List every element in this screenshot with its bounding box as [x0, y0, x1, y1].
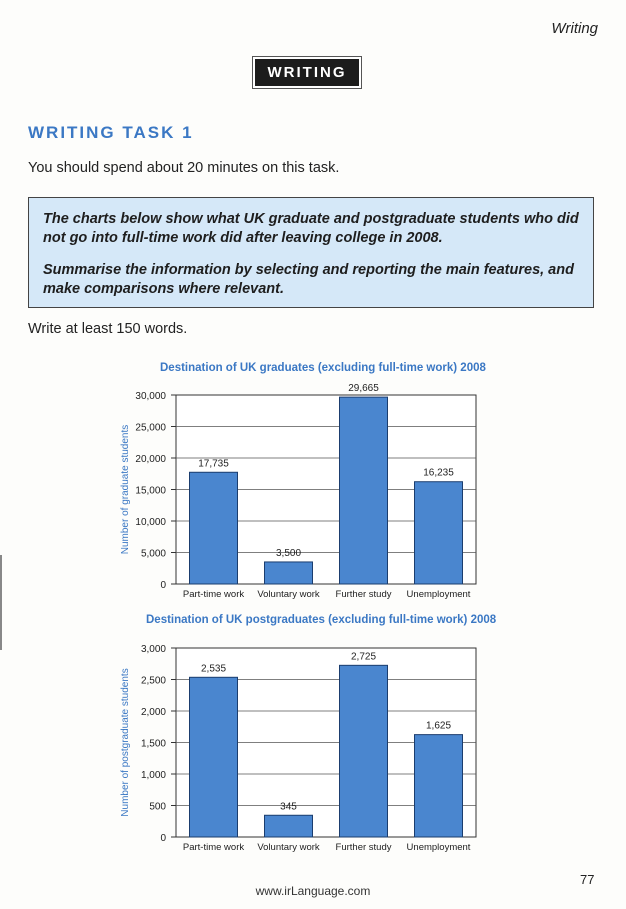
- prompt-instruction: Summarise the information by selecting a…: [43, 262, 574, 297]
- postgraduates-bar: [414, 734, 463, 838]
- chart-graduates: 0 5,000 10,000 15,000 20,000 25,000 30,000 17,7…: [120, 383, 477, 600]
- postgraduates-category-label: Voluntary work: [257, 842, 320, 853]
- running-head: Writing: [551, 20, 598, 37]
- postgraduates-value-label: 2,725: [351, 651, 376, 662]
- graduates-category-label: Part-time work: [183, 589, 244, 600]
- postgraduates-bar: [189, 676, 238, 838]
- postgraduates-ytick-label: 1,000: [141, 770, 166, 781]
- postgraduates-value-label: 345: [280, 801, 297, 812]
- postgraduates-ytick-label: 0: [160, 833, 166, 844]
- postgraduates-ytick-label: 2,000: [141, 707, 166, 718]
- graduates-bar: [339, 396, 388, 585]
- chart-postgraduates-title: Destination of UK postgraduates (excludi…: [146, 614, 497, 626]
- page-number: 77: [580, 872, 595, 887]
- postgraduates-bar: [339, 664, 388, 838]
- postgraduates-category-label: Unemployment: [407, 842, 471, 853]
- graduates-ytick-label: 20,000: [135, 454, 166, 465]
- postgraduates-value-label: 1,625: [426, 721, 451, 732]
- postgraduates-ytick-label: 3,000: [141, 644, 166, 655]
- graduates-category-label: Unemployment: [407, 589, 471, 600]
- graduates-ytick-label: 0: [160, 580, 166, 591]
- graduates-category-label: Voluntary work: [257, 589, 320, 600]
- postgraduates-y-axis-label: Number of postgraduate students: [120, 668, 131, 816]
- graduates-category-label: Further study: [336, 589, 392, 600]
- postgraduates-category-label: Part-time work: [183, 842, 244, 853]
- postgraduates-ytick-label: 500: [149, 802, 166, 813]
- graduates-ytick-label: 15,000: [135, 486, 166, 497]
- graduates-value-label: 3,500: [276, 548, 301, 559]
- footer-url: www.irLanguage.com: [255, 884, 371, 898]
- graduates-ytick-label: 25,000: [135, 423, 166, 434]
- graduates-value-label: 29,665: [348, 383, 379, 394]
- graduates-ytick-label: 30,000: [135, 391, 166, 402]
- graduates-value-label: 16,235: [423, 468, 454, 479]
- postgraduates-value-label: 2,535: [201, 663, 226, 674]
- postgraduates-bar: [264, 814, 313, 838]
- graduates-y-axis-label: Number of graduate students: [120, 425, 131, 555]
- task-title: WRITING TASK 1: [28, 123, 194, 142]
- postgraduates-ytick-label: 2,500: [141, 676, 166, 687]
- graduates-bar: [189, 471, 238, 585]
- graduates-value-label: 17,735: [198, 458, 229, 469]
- graduates-ytick-label: 10,000: [135, 517, 166, 528]
- task-instruction: You should spend about 20 minutes on thi…: [28, 160, 340, 176]
- graduates-bar: [264, 561, 313, 585]
- graduates-bar: [414, 481, 463, 585]
- page-spine-shadow: [0, 555, 2, 650]
- task-prompt-box: The charts below show what UK graduate a…: [28, 197, 594, 308]
- chart-graduates-title: Destination of UK graduates (excluding f…: [160, 362, 486, 374]
- prompt-description: The charts below show what UK graduate a…: [43, 211, 579, 246]
- word-count-instruction: Write at least 150 words.: [28, 321, 188, 337]
- postgraduates-ytick-label: 1,500: [141, 739, 166, 750]
- section-banner: WRITING: [255, 59, 359, 86]
- postgraduates-category-label: Further study: [336, 842, 392, 853]
- chart-postgraduates: 0 500 1,000 1,500 2,000 2,500 3,000 2,535 Part-t…: [120, 644, 477, 853]
- graduates-ytick-label: 5,000: [141, 549, 166, 560]
